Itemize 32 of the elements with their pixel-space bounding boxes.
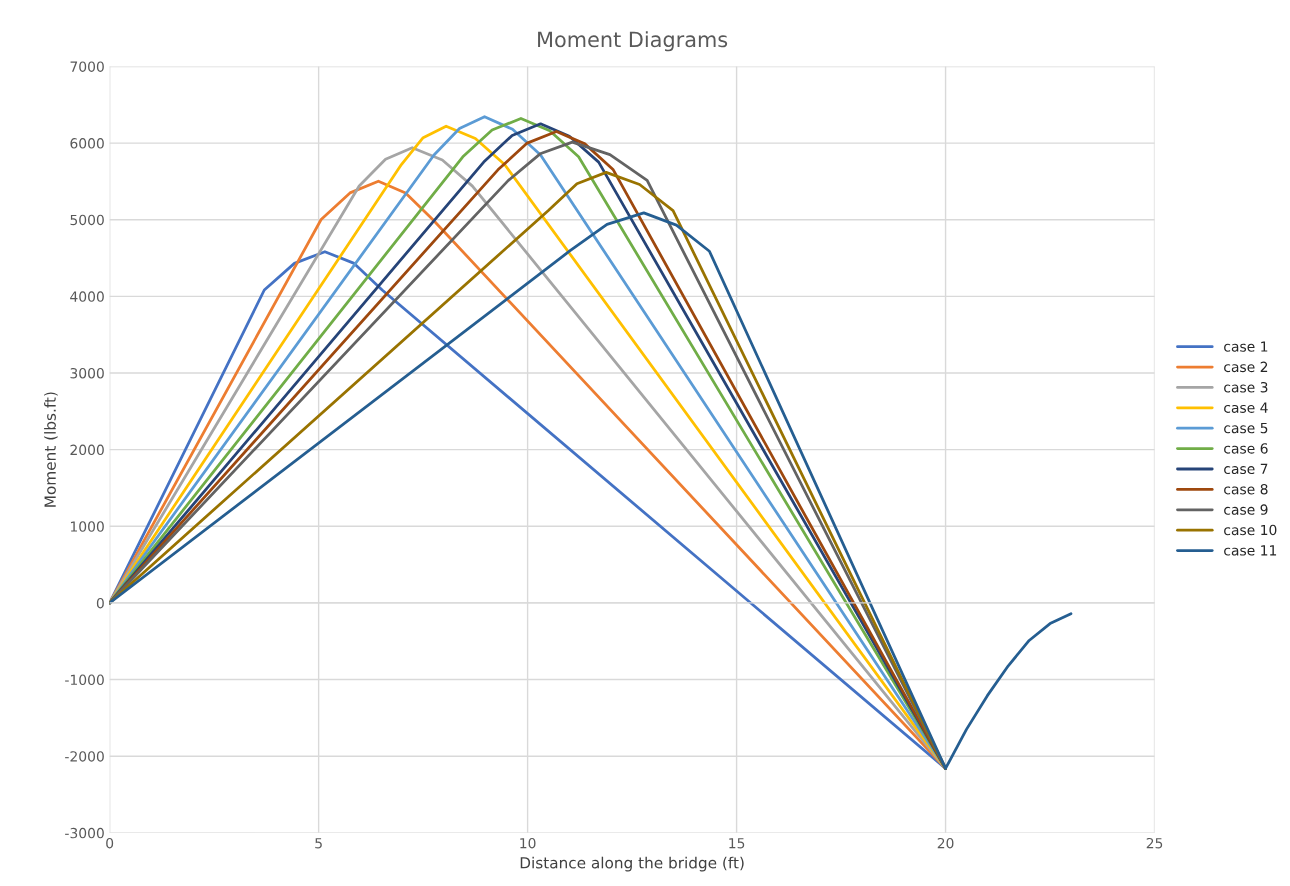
y-tick-label: 3000 xyxy=(70,367,104,379)
x-tick-label: 0 xyxy=(106,837,114,849)
y-axis-title: Moment (lbs.ft) xyxy=(44,392,58,507)
y-tick-label: 0 xyxy=(96,597,104,609)
y-tick-label: 2000 xyxy=(70,444,104,456)
y-tick-label: 6000 xyxy=(70,138,104,149)
y-tick-label: 7000 xyxy=(70,61,104,72)
legend-label: case 11 xyxy=(1224,545,1277,556)
legend-label: case 4 xyxy=(1224,402,1268,413)
y-tick-label: -1000 xyxy=(65,674,104,686)
line-series xyxy=(109,211,1073,770)
legend-label: case 8 xyxy=(1224,483,1268,495)
legend-label: case 9 xyxy=(1224,504,1268,515)
legend-label: case 3 xyxy=(1224,382,1268,393)
y-tick-label: 1000 xyxy=(70,521,104,532)
legend-label: case 1 xyxy=(1224,341,1268,352)
x-tick-label: 10 xyxy=(520,837,536,849)
legend-label: case 5 xyxy=(1224,422,1268,434)
legend-label: case 2 xyxy=(1224,361,1268,373)
legend-label: case 6 xyxy=(1224,443,1268,454)
y-tick-label: -2000 xyxy=(65,751,104,762)
y-tick-label: -3000 xyxy=(65,827,104,839)
x-tick-label: 20 xyxy=(937,837,954,849)
x-tick-label: 25 xyxy=(1146,837,1163,849)
x-tick-label: 15 xyxy=(729,838,745,849)
y-tick-label: 4000 xyxy=(70,291,104,302)
legend-label: case 10 xyxy=(1224,524,1277,536)
legend-label: case 7 xyxy=(1224,463,1268,475)
x-tick-label: 5 xyxy=(315,838,322,849)
x-axis-title: Distance along the bridge (ft) xyxy=(520,856,744,872)
y-tick-label: 5000 xyxy=(70,214,104,226)
chart-title: Moment Diagrams xyxy=(538,31,728,52)
